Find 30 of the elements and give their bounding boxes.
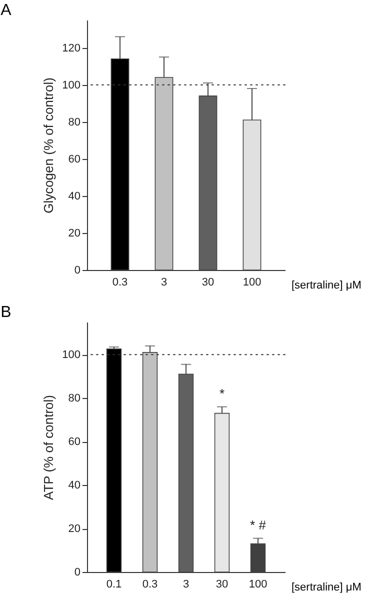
y-tick-label: 80: [68, 392, 80, 405]
chart-title: A: [0, 2, 12, 19]
x-tick-label: 100: [242, 276, 262, 288]
y-axis-title: Glycogen (% of control): [41, 78, 56, 214]
y-tick-label: 80: [68, 116, 80, 128]
y-tick-label: 60: [68, 436, 80, 448]
y-tick-label: 40: [68, 190, 80, 202]
y-tick-label: 0: [74, 264, 80, 276]
y-tick-label: 20: [68, 523, 80, 536]
x-tick-label: 30: [216, 578, 228, 590]
x-tick-label: 3: [160, 276, 168, 288]
y-tick-label: 20: [68, 227, 80, 240]
x-axis-title: [sertraline] μM: [292, 582, 362, 594]
y-tick-label: 40: [68, 480, 80, 492]
x-tick-label: 0.3: [142, 578, 158, 590]
x-tick-label: 0.3: [112, 276, 128, 288]
x-tick-label: 100: [248, 578, 268, 590]
x-tick-label: 3: [182, 578, 190, 590]
annotation: * #: [250, 517, 267, 532]
y-axis-title: ATP (% of control): [41, 395, 56, 500]
y-tick-label: 100: [62, 349, 80, 362]
y-tick-label: 120: [62, 42, 80, 54]
y-tick-label: 60: [68, 153, 80, 166]
y-tick-label: 100: [62, 79, 80, 92]
x-tick-label: 0.1: [106, 578, 122, 590]
annotation: *: [219, 386, 225, 401]
x-tick-label: 30: [202, 276, 214, 288]
chart-title: B: [0, 304, 12, 321]
y-tick-label: 0: [74, 566, 80, 578]
x-axis-title: [sertraline] μM: [292, 280, 362, 292]
